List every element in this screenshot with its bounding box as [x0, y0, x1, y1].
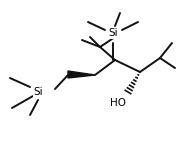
- Text: HO: HO: [110, 98, 126, 108]
- Polygon shape: [68, 71, 95, 78]
- Text: Si: Si: [33, 87, 43, 97]
- Text: Si: Si: [108, 28, 118, 38]
